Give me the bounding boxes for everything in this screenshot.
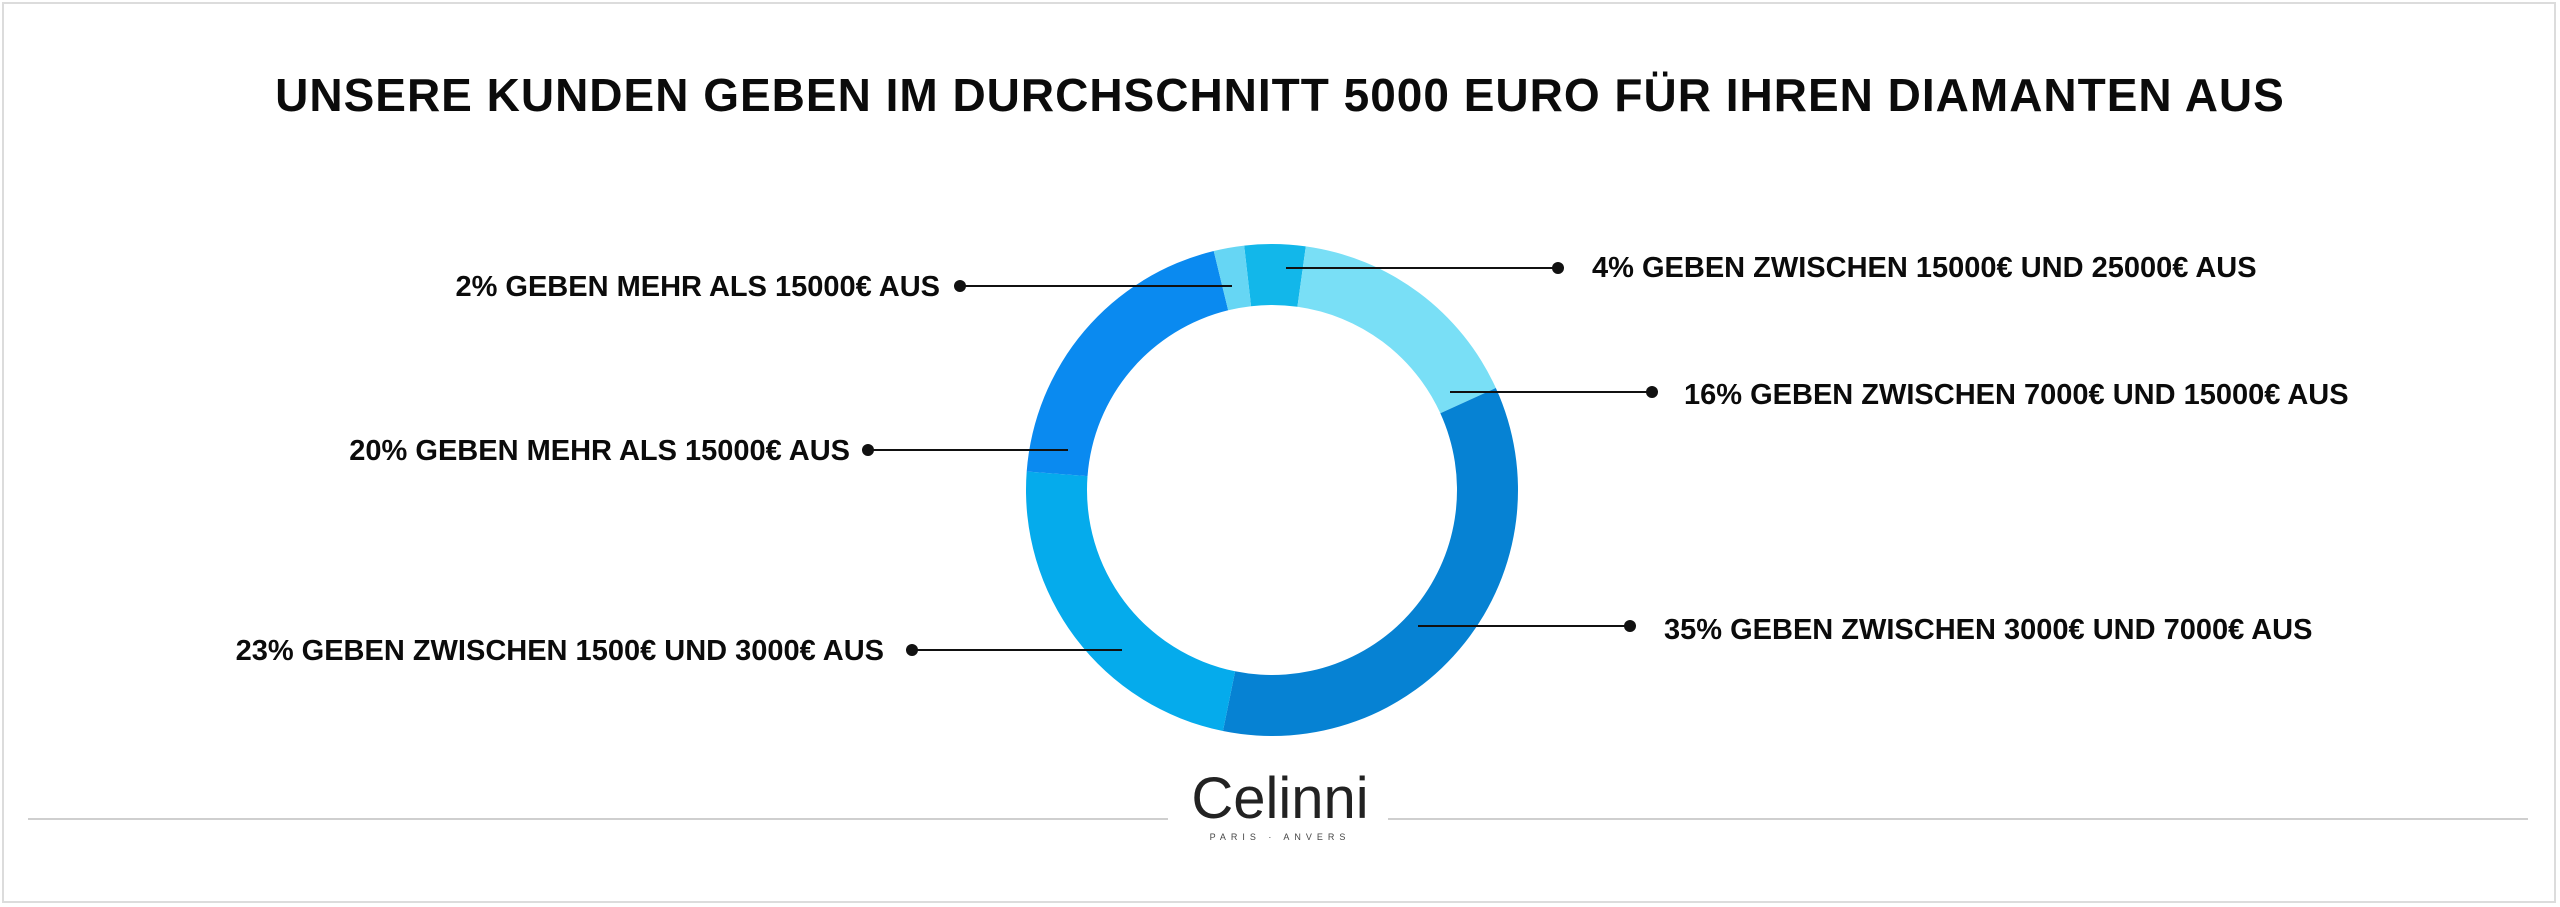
donut-slice [1026, 471, 1236, 732]
chart-title: UNSERE KUNDEN GEBEN IM DURCHSCHNITT 5000… [275, 69, 2285, 121]
donut-slice [1222, 387, 1518, 736]
donut-slice [1213, 245, 1252, 311]
donut-slice [1026, 250, 1229, 477]
slice-labels: 4% GEBEN ZWISCHEN 15000€ UND 25000€ AUS 1… [236, 252, 2349, 667]
leader-dot [862, 444, 874, 456]
logo-subtitle: PARIS · ANVERS [1209, 832, 1351, 842]
leader-dot [906, 644, 918, 656]
slice-label: 2% GEBEN MEHR ALS 15000€ AUS [455, 271, 940, 303]
leader-dot [1552, 262, 1564, 274]
leader-dot [1646, 386, 1658, 398]
slice-label: 23% GEBEN ZWISCHEN 1500€ UND 3000€ AUS [236, 635, 884, 667]
leader-lines [862, 262, 1658, 656]
donut-slice [1297, 246, 1496, 414]
logo-name: Celinni [1191, 766, 1369, 831]
brand-logo: Celinni PARIS · ANVERS [1080, 766, 1480, 843]
slice-label: 20% GEBEN MEHR ALS 15000€ AUS [349, 435, 850, 467]
leader-dot [1624, 620, 1636, 632]
leader-dot [954, 280, 966, 292]
footer-divider-right [1388, 818, 2528, 820]
slice-label: 35% GEBEN ZWISCHEN 3000€ UND 7000€ AUS [1664, 614, 2312, 646]
footer-divider-left [28, 818, 1168, 820]
slice-label: 4% GEBEN ZWISCHEN 15000€ UND 25000€ AUS [1592, 252, 2257, 284]
donut-slice [1244, 244, 1306, 307]
slice-label: 16% GEBEN ZWISCHEN 7000€ UND 15000€ AUS [1684, 379, 2349, 411]
donut-slices [1026, 244, 1518, 736]
